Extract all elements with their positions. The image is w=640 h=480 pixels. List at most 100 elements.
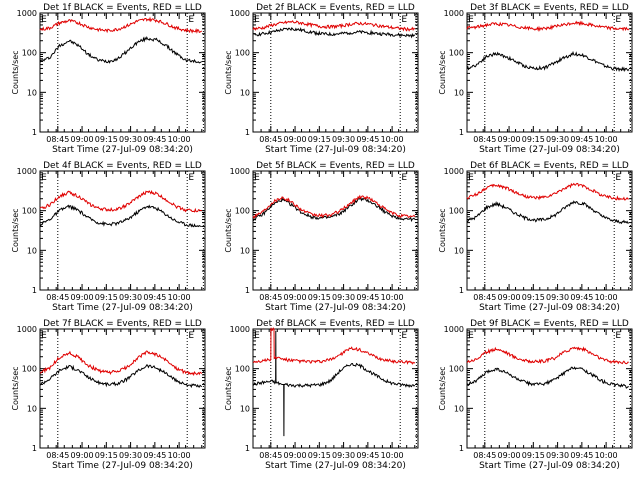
series-line-lld	[252, 194, 416, 219]
plot-frame	[39, 328, 206, 449]
y-tick-label: 1	[459, 128, 464, 137]
y-tick-label: 100	[235, 207, 250, 216]
y-tick-label: 1000	[17, 9, 37, 18]
flag-marker: E	[41, 173, 47, 183]
x-tick-label: 09:15	[308, 451, 331, 460]
chart-panel-8: Det 8f BLACK = Events, RED = LLD 1 10 100 10…	[224, 319, 419, 471]
y-tick-label: 100	[449, 365, 464, 374]
x-tick-label: 10:00	[595, 293, 618, 302]
x-tick-label: 09:45	[570, 135, 593, 144]
y-tick-label: 1000	[444, 9, 464, 18]
y-axis-label: Counts/sec	[438, 366, 447, 410]
x-tick-label: 09:15	[308, 135, 331, 144]
x-axis-label: Start Time (27-Jul-09 08:34:20)	[265, 303, 406, 313]
chart-title: Det 2f BLACK = Events, RED = LLD	[256, 3, 415, 13]
x-tick-label: 10:00	[168, 293, 191, 302]
x-axis-label: Start Time (27-Jul-09 08:34:20)	[265, 145, 406, 155]
chart-title: Det 5f BLACK = Events, RED = LLD	[256, 161, 415, 171]
flag-marker: E	[468, 331, 474, 341]
x-tick-label: 08:45	[259, 135, 282, 144]
flag-marker: E	[615, 15, 621, 25]
chart-panel-4: Det 4f BLACK = Events, RED = LLD 1 10 100 10…	[11, 161, 206, 313]
x-axis-label: Start Time (27-Jul-09 08:34:20)	[265, 461, 406, 471]
y-tick-label: 100	[449, 49, 464, 58]
x-tick-label: 09:15	[522, 451, 545, 460]
x-tick-label: 09:30	[332, 135, 355, 144]
series-line-lld	[466, 20, 630, 32]
chart-title: Det 3f BLACK = Events, RED = LLD	[470, 3, 629, 13]
y-axis-label: Counts/sec	[438, 208, 447, 252]
y-tick-label: 10	[27, 88, 37, 97]
series-line-lld	[252, 20, 416, 32]
series-line-events	[39, 364, 203, 389]
x-tick-label: 09:30	[119, 293, 142, 302]
x-tick-label: 10:00	[168, 135, 191, 144]
y-tick-label: 100	[449, 207, 464, 216]
x-tick-label: 08:45	[473, 135, 496, 144]
x-tick-label: 08:45	[46, 293, 69, 302]
x-tick-label: 09:00	[498, 293, 521, 302]
x-tick-label: 09:45	[356, 451, 379, 460]
chart-title: Det 9f BLACK = Events, RED = LLD	[470, 319, 629, 329]
x-tick-label: 09:15	[95, 451, 118, 460]
chart-panel-6: Det 6f BLACK = Events, RED = LLD 1 10 100 10…	[438, 161, 633, 313]
flag-marker: E	[188, 173, 194, 183]
y-axis-label: Counts/sec	[438, 50, 447, 94]
y-tick-label: 100	[22, 49, 37, 58]
y-tick-label: 100	[22, 365, 37, 374]
series-line-lld	[39, 350, 203, 377]
x-tick-label: 08:45	[473, 451, 496, 460]
chart-panel-3: Det 3f BLACK = Events, RED = LLD 1 10 100 10…	[438, 3, 633, 155]
flag-marker: E	[615, 173, 621, 183]
y-tick-label: 100	[235, 365, 250, 374]
x-tick-label: 09:15	[95, 135, 118, 144]
x-axis-label: Start Time (27-Jul-09 08:34:20)	[52, 145, 193, 155]
series-line-lld	[39, 189, 202, 213]
y-tick-label: 1	[245, 128, 250, 137]
y-tick-label: 1	[245, 286, 250, 295]
x-tick-label: 10:00	[168, 451, 191, 460]
flag-marker: E	[254, 331, 260, 341]
flag-marker: E	[41, 331, 47, 341]
y-tick-label: 1	[32, 286, 37, 295]
x-tick-label: 09:15	[522, 135, 545, 144]
series-line-lld	[39, 16, 202, 34]
flag-marker: E	[401, 331, 407, 341]
x-tick-label: 09:15	[308, 293, 331, 302]
flag-marker: E	[254, 173, 260, 183]
x-axis-label: Start Time (27-Jul-09 08:34:20)	[52, 303, 193, 313]
x-tick-label: 09:00	[71, 293, 94, 302]
x-tick-label: 09:15	[95, 293, 118, 302]
chart-panel-1: Det 1f BLACK = Events, RED = LLD 1 10 100 10…	[11, 3, 206, 155]
x-tick-label: 10:00	[381, 293, 404, 302]
y-tick-label: 1000	[17, 167, 37, 176]
x-tick-label: 10:00	[381, 451, 404, 460]
plot-frame	[39, 12, 206, 133]
y-tick-label: 10	[454, 246, 464, 255]
chart-panel-2: Det 2f BLACK = Events, RED = LLD 1 10 100 10…	[224, 3, 419, 155]
flag-marker: E	[615, 331, 621, 341]
x-tick-label: 09:45	[356, 293, 379, 302]
chart-title: Det 6f BLACK = Events, RED = LLD	[470, 161, 629, 171]
y-axis-label: Counts/sec	[11, 366, 20, 410]
x-axis-label: Start Time (27-Jul-09 08:34:20)	[479, 303, 620, 313]
series-line-lld	[252, 327, 416, 365]
chart-panel-7: Det 7f BLACK = Events, RED = LLD 1 10 100 10…	[11, 319, 206, 471]
x-tick-label: 08:45	[46, 135, 69, 144]
series-line-events	[39, 204, 202, 228]
x-tick-label: 10:00	[595, 451, 618, 460]
series-line-lld	[466, 346, 629, 365]
x-tick-label: 09:00	[284, 451, 307, 460]
x-tick-label: 09:45	[570, 293, 593, 302]
y-tick-label: 1000	[230, 325, 250, 334]
y-tick-label: 1	[459, 286, 464, 295]
y-tick-label: 1	[32, 444, 37, 453]
y-tick-label: 100	[22, 207, 37, 216]
y-tick-label: 10	[240, 88, 250, 97]
x-tick-label: 09:45	[143, 451, 166, 460]
series-line-events	[252, 196, 416, 223]
plot-frame	[466, 12, 633, 133]
y-tick-label: 1	[32, 128, 37, 137]
series-line-events	[252, 330, 416, 437]
flag-marker: E	[188, 15, 194, 25]
